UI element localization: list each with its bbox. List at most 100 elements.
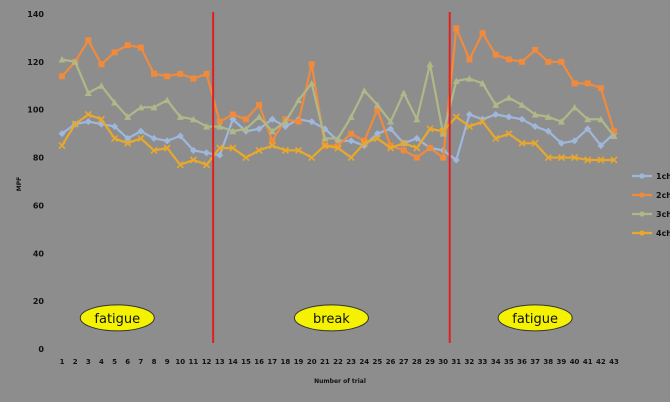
x-tick-label: 27 [399, 358, 409, 366]
x-tick-label: 4 [99, 358, 104, 366]
data-point [85, 37, 92, 44]
data-point [176, 113, 184, 120]
data-point [268, 127, 276, 135]
data-point [571, 137, 579, 145]
data-point [360, 87, 368, 94]
data-point [492, 134, 500, 142]
legend-marker [639, 211, 645, 217]
data-point [452, 156, 460, 164]
x-tick-label: 37 [530, 358, 540, 366]
data-point [269, 137, 276, 144]
data-point [229, 115, 237, 123]
data-point [347, 113, 355, 120]
data-point [163, 137, 171, 145]
data-point [465, 122, 473, 131]
data-point [295, 146, 303, 154]
data-point [387, 118, 395, 125]
data-point [452, 113, 460, 121]
data-point [597, 115, 605, 123]
data-point [137, 44, 144, 51]
data-point [413, 134, 421, 142]
data-point [111, 122, 119, 130]
data-point [150, 103, 158, 111]
legend-label: 2ch [656, 191, 670, 200]
data-point [268, 142, 276, 150]
data-point [610, 132, 618, 140]
x-tick-labels: 1 2 3 4 5 6 7 8 9 10 11 12 13 14 15 16 17 18 19 20 21 22 23 24 2… [60, 358, 619, 366]
x-tick-label: 17 [267, 358, 277, 366]
data-point [544, 127, 552, 135]
data-point [203, 70, 210, 77]
data-point [124, 42, 131, 49]
data-point [255, 125, 263, 133]
x-tick-label: 15 [241, 358, 251, 366]
x-tick-label: 10 [175, 358, 185, 366]
data-point [124, 139, 132, 147]
data-point [59, 73, 65, 80]
data-point [597, 85, 604, 92]
x-tick-label: 9 [165, 358, 170, 366]
data-point [164, 73, 171, 80]
x-tick-label: 1 [60, 358, 65, 366]
data-point [453, 25, 460, 32]
data-point [111, 99, 119, 106]
data-point [387, 144, 395, 152]
legend-label: 1ch [656, 172, 670, 181]
data-point [611, 128, 617, 135]
x-axis-label: Number of trial [314, 378, 366, 385]
x-tick-label: 2 [73, 358, 78, 366]
data-point [295, 96, 303, 104]
data-point [413, 144, 421, 152]
y-tick-labels: 0 20 40 60 80 100 120 140 [27, 10, 44, 354]
x-tick-label: 38 [543, 358, 553, 366]
data-point [58, 55, 66, 63]
x-tick-label: 24 [359, 358, 369, 366]
data-point [531, 139, 539, 147]
y-axis-label: MPF [16, 177, 23, 191]
data-point [439, 130, 447, 137]
data-point [334, 134, 342, 142]
data-point [557, 154, 565, 162]
legend-entry-3ch: 3ch [632, 210, 670, 219]
data-point [203, 149, 211, 157]
legend-entry-1ch: 1ch [632, 172, 670, 181]
data-point [84, 118, 92, 126]
data-point [321, 134, 329, 142]
x-tick-label: 13 [215, 358, 225, 366]
x-tick-label: 14 [228, 358, 238, 366]
data-point [163, 144, 171, 152]
data-point [242, 154, 250, 162]
data-point [256, 101, 263, 108]
data-point [413, 154, 420, 161]
x-tick-label: 35 [504, 358, 514, 366]
data-point [426, 60, 434, 68]
x-tick-label: 3 [86, 358, 91, 366]
data-point [400, 147, 407, 154]
data-point [400, 139, 408, 147]
data-point [544, 154, 552, 162]
region-ellipse [497, 304, 573, 332]
data-point [557, 118, 565, 125]
data-point [242, 125, 250, 132]
data-point [189, 156, 197, 164]
y-tick-label: 80 [33, 154, 45, 163]
data-point [532, 46, 539, 53]
data-point [427, 145, 433, 151]
data-point [58, 130, 66, 138]
series-4ch [58, 110, 618, 169]
y-tick-label: 20 [33, 297, 45, 306]
data-point [348, 130, 355, 137]
data-point [84, 89, 92, 96]
x-tick-label: 12 [202, 358, 212, 366]
data-point [84, 110, 92, 119]
data-point [111, 49, 118, 56]
data-point [479, 30, 486, 37]
data-point [518, 101, 526, 108]
data-point [361, 137, 368, 144]
data-point [151, 70, 157, 77]
data-point [597, 142, 605, 150]
data-point [571, 103, 579, 111]
series-3ch [58, 55, 618, 142]
data-point [321, 142, 329, 150]
